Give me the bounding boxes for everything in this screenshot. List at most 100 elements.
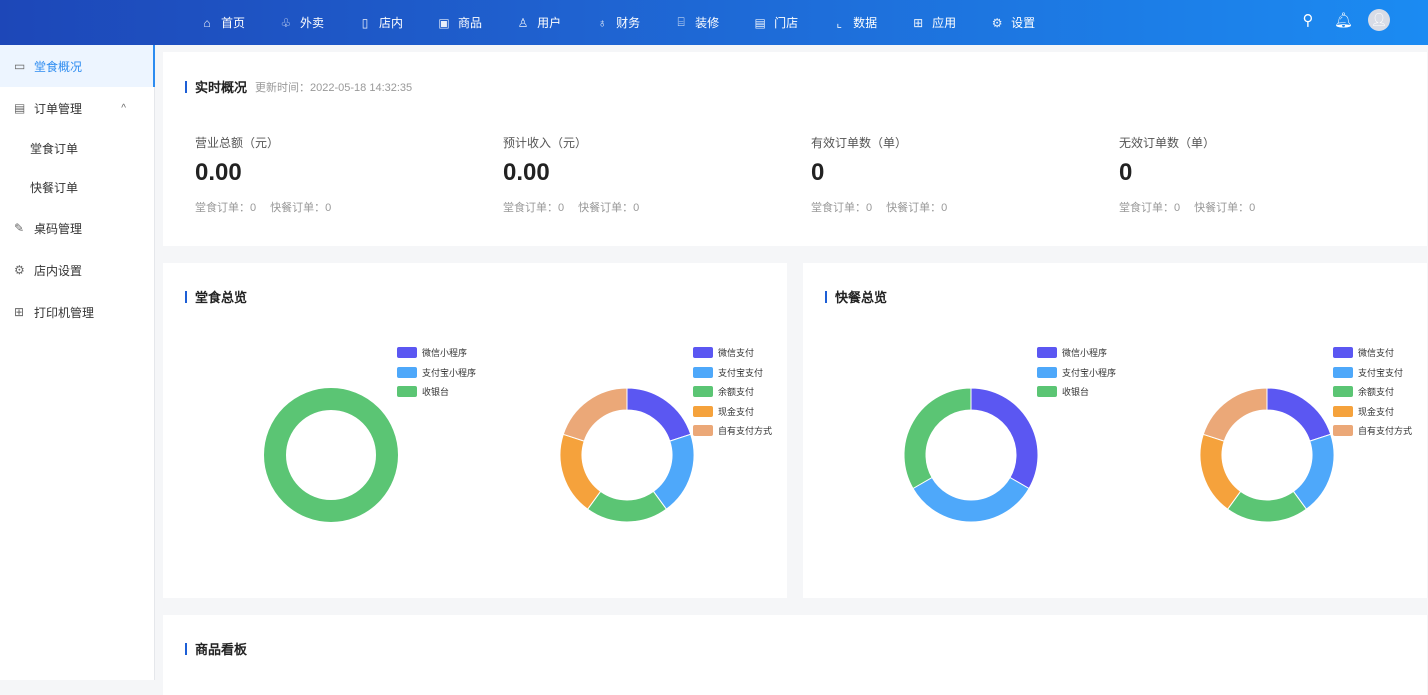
avatar[interactable]: 👤︎: [1368, 9, 1390, 31]
donut-slice-0[interactable]: [1266, 387, 1332, 442]
donut-slice-0[interactable]: [626, 387, 692, 442]
legend-item[interactable]: 收银台: [1037, 382, 1116, 402]
stat-label: 预计收入（元）: [503, 136, 588, 150]
bell-icon[interactable]: 🔔︎: [1334, 12, 1354, 29]
nav-label: 外卖: [300, 16, 325, 30]
legend-item[interactable]: 微信小程序: [397, 343, 476, 363]
nav-item-10[interactable]: ⚙ 设置: [990, 0, 1035, 45]
donut-chart: [559, 387, 695, 523]
sidebar-item-1[interactable]: ▤ 订单管理 ^: [0, 87, 154, 129]
donut-slice-2[interactable]: [264, 388, 398, 522]
nav-label: 商品: [458, 16, 483, 30]
nav-item-7[interactable]: ▤ 门店: [753, 0, 798, 45]
nav-item-0[interactable]: ⌂ 首页: [200, 0, 245, 45]
legend-item[interactable]: 支付宝小程序: [397, 363, 476, 383]
legend-item[interactable]: 自有支付方式: [1333, 421, 1412, 441]
nav-item-4[interactable]: ♙ 用户: [516, 0, 561, 45]
legend-swatch: [1333, 425, 1353, 437]
nav-item-2[interactable]: ▯ 店内: [358, 0, 403, 45]
nav-item-3[interactable]: ▣ 商品: [437, 0, 482, 45]
goods-board-card: 商品看板: [163, 615, 1427, 695]
legend-label: 微信支付: [1358, 348, 1395, 359]
legend-item[interactable]: 支付宝支付: [1333, 363, 1412, 383]
legend-label: 支付宝小程序: [1062, 367, 1117, 378]
sidebar-item-3[interactable]: 快餐订单: [0, 168, 154, 207]
stat-label: 有效订单数（单）: [811, 136, 908, 150]
donut-slice-2[interactable]: [1226, 490, 1308, 523]
apps-icon: ⊞: [913, 15, 924, 30]
legend-item[interactable]: 微信支付: [693, 343, 772, 363]
donut-chart: [264, 388, 398, 522]
stat-block: 无效订单数（单） 0 堂食订单：0 快餐订单：0: [1119, 134, 1269, 215]
legend-swatch: [1333, 386, 1353, 398]
donut-slice-2[interactable]: [586, 490, 668, 523]
monitor-chart-icon: ▭: [14, 59, 26, 73]
fast-order-count: 快餐订单：0: [270, 202, 332, 214]
chart-legend: 微信小程序支付宝小程序收银台: [397, 343, 476, 402]
edit-icon: ✎: [14, 221, 25, 235]
sidebar-item-0[interactable]: ▭ 堂食概况: [0, 45, 155, 87]
fast-order-count: 快餐订单：0: [578, 202, 640, 214]
legend-label: 自有支付方式: [718, 426, 773, 437]
legend-label: 余额支付: [718, 387, 755, 398]
legend-label: 现金支付: [718, 406, 755, 417]
stat-block: 预计收入（元） 0.00 堂食订单：0 快餐订单：0: [503, 134, 653, 215]
chevron-up-icon[interactable]: ^: [121, 102, 126, 114]
nav-label: 财务: [616, 16, 641, 30]
stat-block: 营业总额（元） 0.00 堂食订单：0 快餐订单：0: [195, 134, 345, 215]
stat-value: 0: [1119, 159, 1133, 186]
legend-item[interactable]: 现金支付: [1333, 402, 1412, 422]
legend-item[interactable]: 自有支付方式: [693, 421, 772, 441]
sidebar-item-5[interactable]: ⚙ 店内设置: [0, 249, 154, 291]
nav-label: 应用: [932, 16, 957, 30]
search-icon[interactable]: ⚲: [1302, 12, 1314, 29]
legend-item[interactable]: 支付宝小程序: [1037, 363, 1116, 383]
legend-item[interactable]: 余额支付: [693, 382, 772, 402]
nav-label: 设置: [1011, 16, 1036, 30]
top-nav: ⌂ 首页 ♧ 外卖 ▯ 店内 ▣ 商品 ♙ 用户 ♁ 财务 ⌸ 装修 ▤ 门店 ⌞ 数据 ⊞ 应用 ⚙ 设置: [200, 0, 1069, 45]
donut-slice-4[interactable]: [562, 387, 628, 442]
nav-item-6[interactable]: ⌸ 装修: [674, 0, 719, 45]
donut-slice-1[interactable]: [652, 433, 695, 510]
legend-item[interactable]: 收银台: [397, 382, 476, 402]
nav-item-9[interactable]: ⊞ 应用: [911, 0, 956, 45]
legend-item[interactable]: 微信支付: [1333, 343, 1412, 363]
sidebar-item-label: 堂食概况: [34, 59, 83, 74]
chart-legend: 微信小程序支付宝小程序 收银台: [1037, 343, 1116, 402]
legend-swatch: [397, 366, 417, 378]
legend-item[interactable]: 余额支付: [1333, 382, 1412, 402]
legend-label: 收银台: [1062, 387, 1090, 398]
sidebar-item-6[interactable]: ⊞ 打印机管理: [0, 291, 154, 333]
donut-slice-1[interactable]: [912, 476, 1030, 523]
legend-item[interactable]: 微信小程序: [1037, 343, 1116, 363]
legend-label: 微信小程序: [1062, 348, 1108, 359]
sidebar-item-2[interactable]: 堂食订单: [0, 129, 154, 168]
donut-slice-4[interactable]: [1202, 387, 1268, 442]
donut-slice-0[interactable]: [970, 387, 1039, 490]
nav-label: 店内: [379, 16, 404, 30]
donut-slice-3[interactable]: [559, 433, 602, 510]
legend-item[interactable]: 现金支付: [693, 402, 772, 422]
nav-item-1[interactable]: ♧ 外卖: [279, 0, 324, 45]
legend-item[interactable]: 支付宝支付: [693, 363, 772, 383]
shop-decor-icon: ⌸: [677, 15, 685, 29]
donut-slice-1[interactable]: [1292, 433, 1335, 510]
legend-label: 支付宝小程序: [422, 367, 477, 378]
legend-label: 支付宝支付: [1358, 367, 1404, 378]
legend-label: 微信小程序: [422, 348, 468, 359]
card-title: 实时概况: [195, 80, 248, 95]
nav-item-5[interactable]: ♁ 财务: [595, 0, 641, 45]
fast-overview-card: 快餐总览 微信小程序 支付宝小程序 收银台 微信支付 支付宝支付 余额支付 现金支付 自有支付…: [803, 263, 1427, 598]
donut-slice-2[interactable]: [903, 387, 972, 490]
shop-icon: ▤: [754, 15, 766, 30]
nav-item-8[interactable]: ⌞ 数据: [832, 0, 877, 45]
donut-slice-3[interactable]: [1199, 433, 1242, 510]
nav-label: 数据: [853, 16, 878, 30]
chart-icon: ⌞: [836, 15, 842, 30]
legend-swatch: [1037, 366, 1057, 378]
legend-label: 自有支付方式: [1358, 426, 1413, 437]
legend-swatch: [397, 386, 417, 398]
legend-label: 支付宝支付: [718, 367, 764, 378]
card-title: 堂食总览: [195, 290, 248, 305]
sidebar-item-4[interactable]: ✎ 桌码管理: [0, 207, 154, 249]
